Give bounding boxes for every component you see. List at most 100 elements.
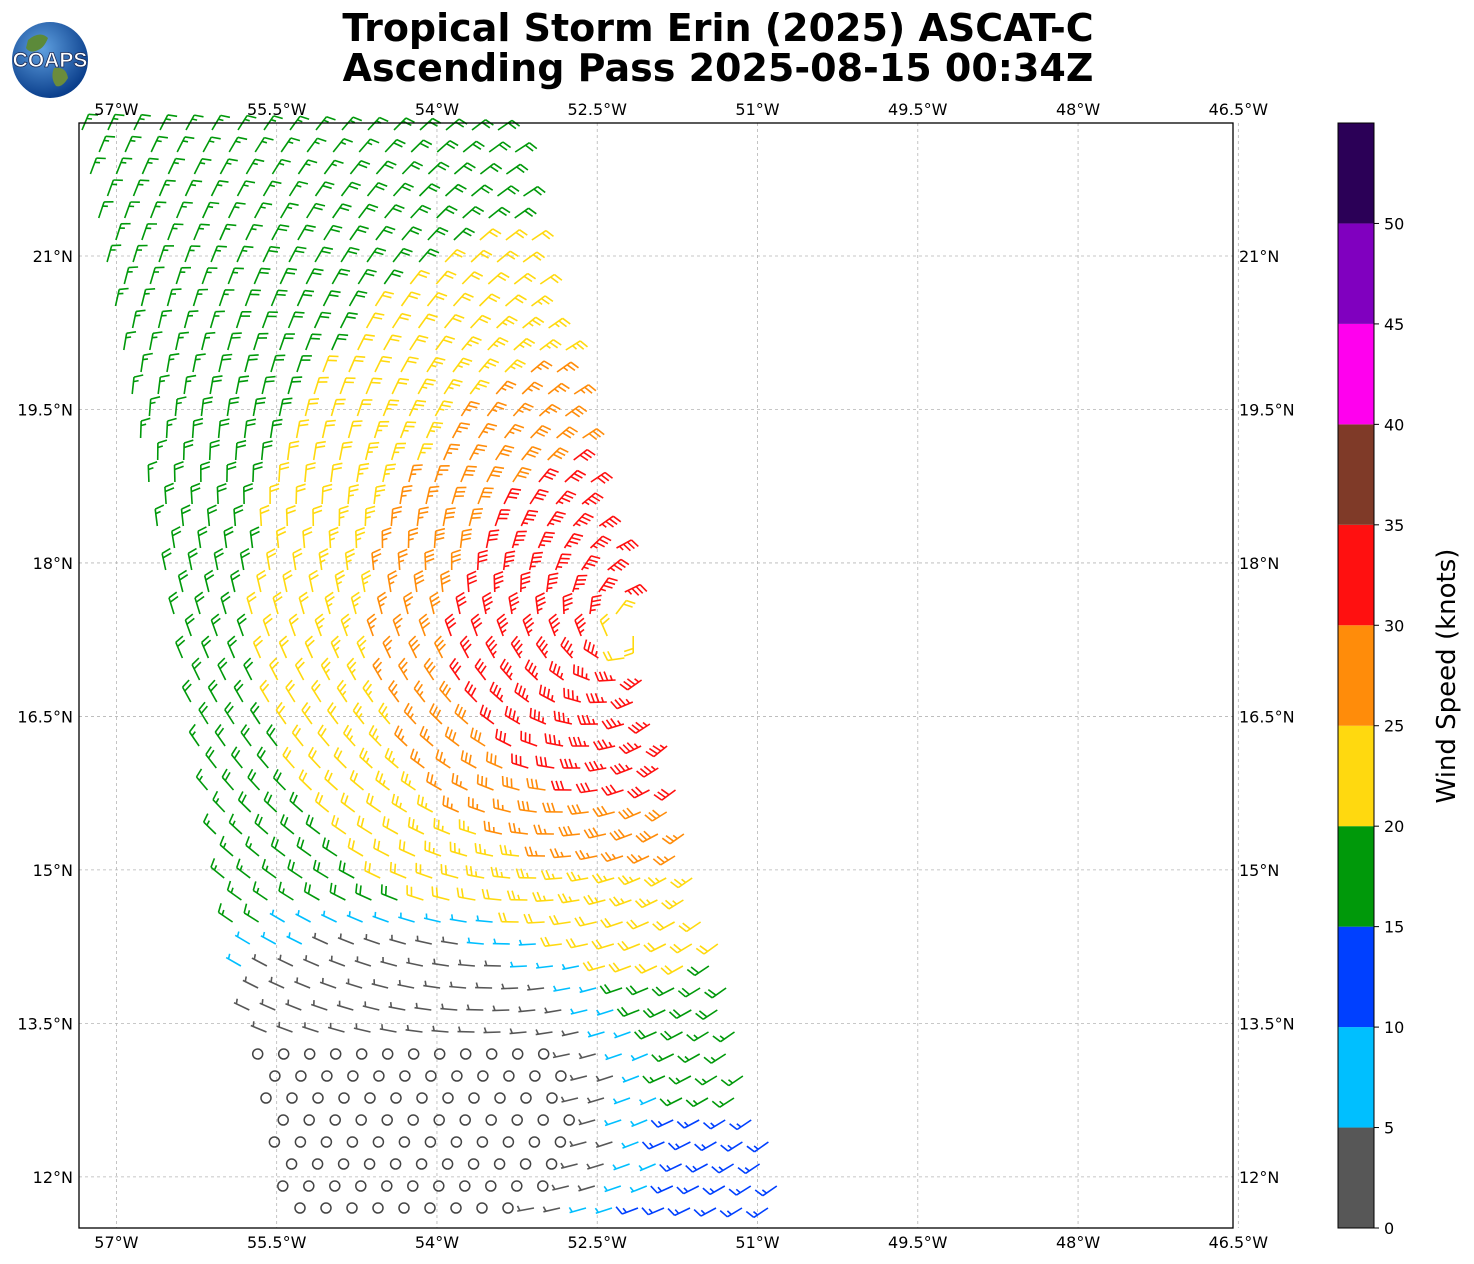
barb-half-feather: [579, 628, 585, 634]
barb-shaft: [440, 940, 458, 945]
barb-feather: [603, 984, 611, 993]
barb-feather: [504, 559, 515, 563]
lat-tick-label-right: 19.5°N: [1239, 400, 1295, 419]
wind-barb: [523, 185, 546, 197]
barb-feather: [300, 839, 305, 850]
barb-half-feather: [683, 1187, 689, 1193]
barb-feather: [569, 426, 579, 433]
barb-shaft: [509, 965, 527, 968]
barb-feather: [638, 963, 647, 972]
barb-feather: [256, 746, 263, 756]
barb-feather: [564, 758, 569, 769]
barb-feather: [156, 201, 167, 204]
wind-barb: [538, 468, 559, 483]
barb-half-feather: [675, 1143, 680, 1149]
barb-feather: [551, 403, 561, 410]
lon-tick-label-bottom: 52.5°W: [568, 1233, 628, 1252]
barb-feather: [331, 814, 336, 825]
wind-barb: [416, 1092, 428, 1104]
wind-barb: [328, 955, 346, 967]
barb-feather: [299, 419, 310, 423]
wind-barb: [563, 533, 584, 549]
barb-shaft: [337, 936, 355, 945]
wind-barb: [540, 936, 562, 947]
lat-tick-label-right: 21°N: [1239, 247, 1279, 266]
barb-half-feather: [341, 690, 347, 696]
barb-shaft: [245, 224, 255, 241]
barb-feather: [282, 569, 292, 577]
wind-barb: [634, 963, 658, 974]
barb-feather: [664, 899, 674, 908]
barb-feather: [342, 617, 351, 625]
wind-barb: [426, 291, 448, 307]
barb-feather: [479, 252, 489, 259]
wind-barb: [413, 680, 426, 703]
barb-feather: [404, 596, 414, 603]
barb-feather: [382, 635, 391, 644]
wind-barb: [391, 377, 409, 395]
wind-barb: [180, 504, 191, 527]
barb-shaft: [327, 1026, 345, 1033]
wind-barb: [505, 229, 528, 241]
wind-barb: [477, 422, 498, 439]
barb-feather: [455, 314, 465, 319]
barb-feather: [253, 635, 262, 643]
barb-shaft: [330, 464, 334, 483]
wind-barb: [304, 635, 315, 659]
barb-half-feather: [325, 668, 330, 674]
barb-feather: [288, 613, 298, 621]
barb-feather: [508, 592, 518, 598]
lon-tick-label-bottom: 55.5°W: [247, 1233, 307, 1252]
barb-feather: [243, 245, 254, 249]
wind-barb: [582, 961, 606, 972]
barb-feather: [413, 570, 424, 576]
barb-shaft: [266, 732, 278, 747]
barb-feather: [248, 358, 258, 361]
barb-half-feather: [638, 1164, 644, 1171]
barb-half-feather: [400, 735, 405, 741]
barb-shaft: [409, 335, 420, 351]
barb-feather: [525, 144, 534, 152]
wind-barb: [398, 1136, 411, 1148]
barb-half-feather: [433, 958, 436, 964]
wind-barb: [124, 135, 142, 153]
barb-feather: [402, 485, 413, 488]
barb-shaft: [569, 1141, 587, 1148]
barb-feather: [517, 685, 523, 695]
calm-circle: [320, 1202, 332, 1214]
barb-feather: [598, 671, 604, 681]
wind-barb: [651, 986, 675, 997]
barb-feather: [448, 729, 453, 739]
barb-feather: [247, 595, 257, 603]
barb-feather: [561, 553, 572, 556]
wind-barb: [511, 753, 529, 769]
barb-feather: [575, 407, 584, 415]
wind-barb: [226, 461, 237, 483]
wind-barb: [362, 1001, 380, 1011]
barb-feather: [158, 135, 169, 139]
wind-barb: [416, 443, 433, 461]
barb-shaft: [98, 135, 107, 153]
barb-feather: [538, 684, 543, 695]
barb-half-feather: [536, 366, 542, 371]
wind-barb: [176, 136, 195, 153]
wind-barb: [296, 289, 315, 307]
barb-feather: [643, 765, 653, 773]
barb-feather: [352, 702, 360, 712]
barb-half-feather: [358, 472, 364, 475]
barb-shaft: [418, 183, 433, 197]
barb-shaft: [391, 313, 403, 329]
wind-barb: [577, 1185, 596, 1192]
barb-feather: [515, 868, 520, 878]
barb-shaft: [235, 377, 241, 395]
barb-half-feather: [520, 586, 527, 590]
wind-barb: [259, 504, 270, 527]
wind-barb: [301, 702, 313, 725]
wind-barb: [400, 291, 421, 307]
barb-feather: [499, 452, 510, 457]
barb-feather: [521, 571, 531, 576]
barb-feather: [609, 832, 617, 841]
barb-shaft: [175, 201, 185, 219]
barb-shaft: [514, 207, 530, 219]
wind-barb: [424, 840, 442, 857]
